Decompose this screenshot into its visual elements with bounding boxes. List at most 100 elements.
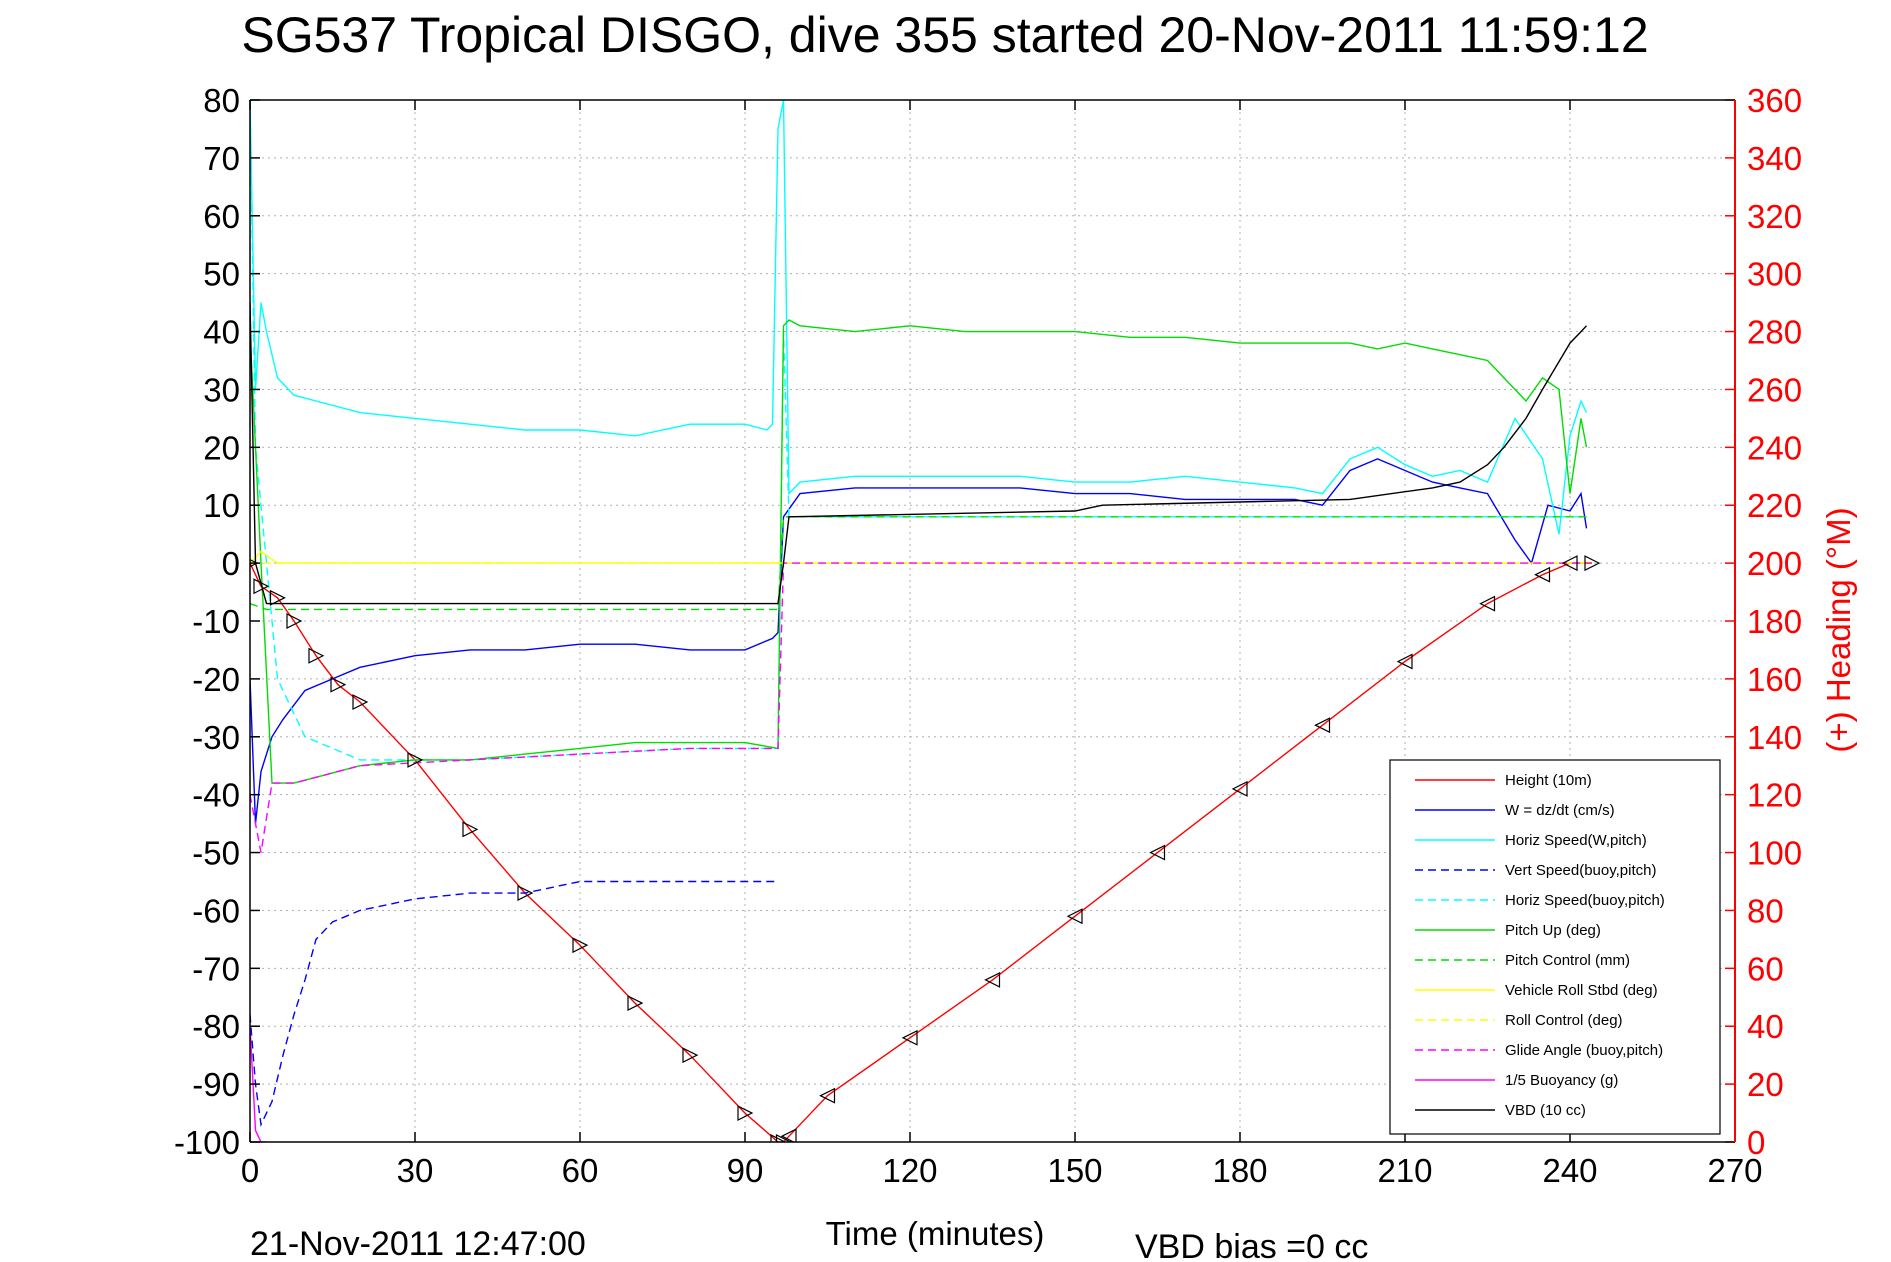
y2-tick-label: 360 [1747,82,1802,119]
depth-marker [770,1134,787,1142]
depth-marker [407,751,424,768]
depth-marker [1149,844,1166,861]
depth-marker [737,1105,754,1122]
x-tick-label: 180 [1212,1152,1267,1189]
y-tick-label: -50 [192,835,240,872]
y-tick-label: 0 [222,545,240,582]
x-axis-label: Time (minutes) [826,1215,1045,1252]
legend-box [1389,759,1721,1135]
y-tick-label: -80 [192,1008,240,1045]
x-tick-label: 30 [397,1152,434,1189]
depth-marker [819,1087,836,1104]
legend-entry: Pitch Control (mm) [1505,952,1630,969]
x-tick-label: 0 [241,1152,259,1189]
depth-marker [901,1029,918,1046]
y2-tick-label: 240 [1747,429,1802,466]
legend-entry: 1/5 Buoyancy (g) [1505,1072,1618,1089]
legend: Height (10m) W = dz/dt (cm/s) Horiz Speed(… [1389,759,1721,1135]
depth-marker [253,578,270,595]
x-tick-label: 150 [1047,1152,1102,1189]
series-line-0 [250,562,1592,1142]
x-tick-label: 210 [1377,1152,1432,1189]
y-tick-label: -10 [192,603,240,640]
y2-tick-label: 180 [1747,603,1802,640]
y-tick-label: -20 [192,661,240,698]
legend-entry: Glide Angle (buoy,pitch) [1505,1042,1663,1059]
y2-tick-label: 140 [1747,719,1802,756]
x-tick-label: 120 [882,1152,937,1189]
y2-tick-label: 0 [1747,1124,1765,1161]
depth-marker [1396,653,1413,670]
legend-entry: W = dz/dt (cm/s) [1505,802,1615,819]
series-line-2 [250,100,1588,535]
series-line-11 [250,302,1588,605]
depth-marker [330,676,347,693]
depth-marker [517,885,534,902]
y2-tick-label: 320 [1747,198,1802,235]
series-line-7 [250,550,1587,564]
y2-tick-label: 280 [1747,314,1802,351]
y-tick-label: 10 [203,487,240,524]
y-tick-label: -60 [192,892,240,929]
x-tick-label: 90 [727,1152,764,1189]
y2-tick-label: 40 [1747,1008,1784,1045]
x-tick-label: 60 [562,1152,599,1189]
y-tick-label: 50 [203,256,240,293]
y2-tick-label: 160 [1747,661,1802,698]
depth-marker [1479,595,1496,612]
y2-tick-label: 80 [1747,892,1784,929]
y-tick-label: -100 [174,1124,240,1161]
series-line-5 [250,319,1588,784]
series-line-1 [250,458,1588,824]
x-tick-label: 240 [1542,1152,1597,1189]
depth-marker [627,995,644,1012]
footer-timestamp: 21-Nov-2011 12:47:00 [250,1225,586,1262]
y2-tick-label: 260 [1747,371,1802,408]
legend-entry: Pitch Up (deg) [1505,922,1601,939]
depth-marker [984,971,1001,988]
y-tick-label: -70 [192,950,240,987]
y2-tick-label: 60 [1747,950,1784,987]
depth-marker [1561,555,1578,572]
y-tick-label: 80 [203,82,240,119]
depth-marker [286,613,303,629]
y2-tick-label: 120 [1747,777,1802,814]
depth-marker [572,937,589,954]
depth-marker [775,1134,792,1142]
series-layer [250,100,1601,1142]
y2-tick-label: 20 [1747,1066,1784,1103]
y-tick-label: 20 [203,429,240,466]
legend-entry: Roll Control (deg) [1505,1012,1623,1029]
depth-marker [1314,717,1331,734]
right-axis-label: (+) Heading (°M) [1820,507,1857,752]
legend-entry: Height (10m) [1505,772,1592,789]
y-tick-label: 40 [203,314,240,351]
depth-marker [1534,566,1551,583]
depth-marker [1584,555,1601,572]
depth-marker [780,1128,797,1142]
depth-marker [269,589,286,606]
series-line-3 [250,880,778,1128]
depth-marker [1066,908,1083,925]
depth-marker [1231,780,1248,797]
depth-marker [308,647,325,664]
legend-entry: Horiz Speed(buoy,pitch) [1505,892,1665,909]
footer-vbd-bias: VBD bias =0 cc [1135,1228,1368,1262]
legend-entry: Vert Speed(buoy,pitch) [1505,862,1656,879]
series-line-9 [250,562,1587,853]
axes: 0 30 60 90 120 150 180 210 240 270 80 70 60 50 40 30 20 1… [174,82,1802,1189]
legend-entry: VBD (10 cc) [1505,1102,1586,1119]
y-tick-label: 70 [203,140,240,177]
y-tick-label: 30 [203,371,240,408]
depth-marker [352,694,369,711]
y2-tick-label: 340 [1747,140,1802,177]
y2-tick-label: 100 [1747,835,1802,872]
y2-tick-label: 300 [1747,256,1802,293]
series-line-6 [250,516,1587,611]
y-tick-label: -30 [192,719,240,756]
y2-tick-label: 200 [1747,545,1802,582]
y-tick-label: -90 [192,1066,240,1103]
legend-entry: Vehicle Roll Stbd (deg) [1505,982,1658,999]
x-tick-label: 270 [1707,1152,1762,1189]
